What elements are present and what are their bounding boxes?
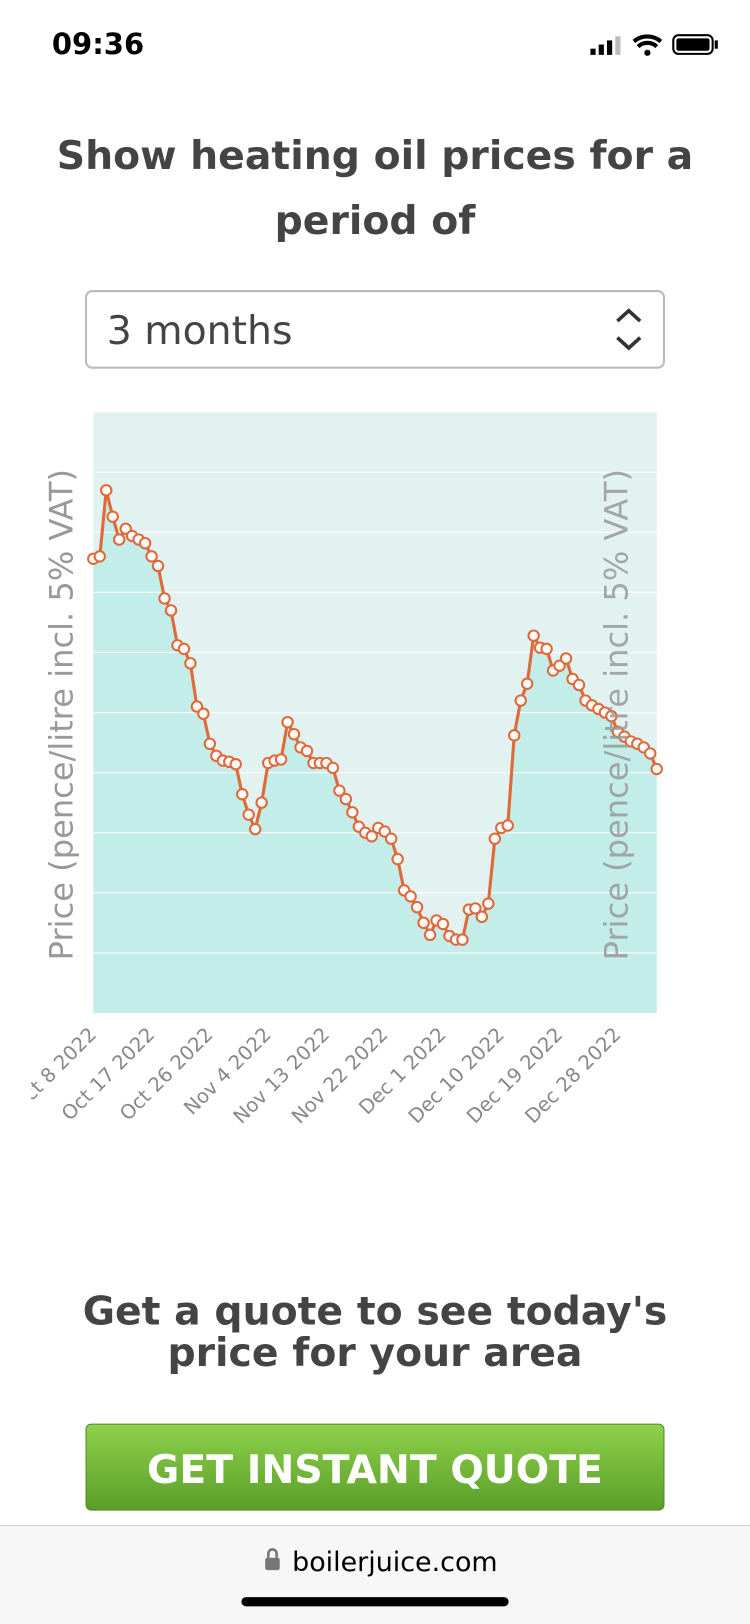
point [404,890,417,903]
heading-line: Show heating oil prices for a [57,133,694,179]
point [572,678,586,692]
button-label: GET INSTANT QUOTE [147,1447,603,1493]
url-bar [0,1525,750,1624]
status-time: 09:36 [52,27,144,61]
point [100,484,113,497]
point [501,819,514,832]
point [391,852,404,866]
select-value: 3 months [107,308,293,354]
point [197,707,210,720]
point [417,916,430,930]
area [93,490,657,1013]
status-icons [590,34,718,56]
home-indicator [241,1597,509,1607]
point [300,744,314,758]
point [326,761,340,775]
point [274,753,288,766]
point [410,900,424,914]
point [650,762,663,776]
point [540,642,553,656]
heading-line: period of [275,198,477,244]
quote-button[interactable]: GET INSTANT QUOTE [85,1423,665,1511]
point [177,642,191,656]
point [229,758,242,771]
lock-icon [265,1548,280,1571]
point [482,897,495,910]
url[interactable]: boilerjuice.com [292,1547,497,1578]
y-axis-label: Price (pence/litre incl. 5% VAT) [43,469,81,960]
quote-heading: Get a quote to see today's [83,1289,668,1335]
point [520,677,534,690]
point [287,727,301,741]
point [469,902,482,915]
point [346,806,359,819]
point [514,694,527,707]
y2-axis-label: Price (pence/litre incl. 5% VAT) [598,469,636,960]
point [384,832,398,845]
point [248,822,262,836]
point [508,729,521,742]
point [488,832,502,845]
point [93,550,106,563]
point [333,784,346,797]
point [145,550,158,563]
point [236,788,249,801]
point [527,629,540,642]
point [644,747,657,760]
point [106,510,119,523]
point [242,808,255,821]
point [151,559,165,573]
point [339,792,353,806]
point [281,715,294,729]
point [436,917,450,931]
point [423,928,437,942]
point [184,657,197,670]
point [164,604,178,617]
point [559,652,573,665]
point [158,592,171,605]
period-select[interactable]: 3 months [85,290,665,369]
point [365,830,378,843]
point [138,536,152,550]
point [255,796,268,809]
point [456,933,469,946]
point [605,709,618,723]
point [475,910,489,924]
point [112,533,126,546]
point [203,737,217,751]
quote-heading: price for your area [168,1330,583,1376]
